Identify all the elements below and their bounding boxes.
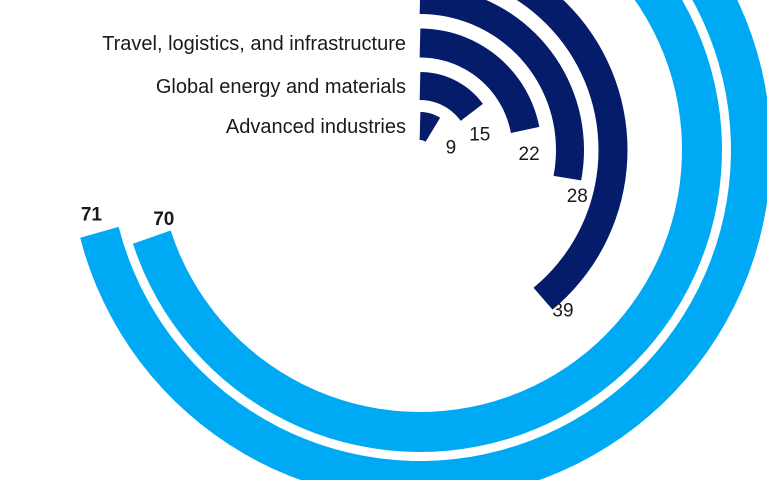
value-label-4: 28	[567, 186, 588, 207]
radial-bar-4	[419, 0, 585, 181]
radial-bar-2	[419, 72, 483, 121]
value-label-2: 15	[469, 124, 490, 145]
category-label-3: Travel, logistics, and infrastructure	[102, 33, 406, 55]
value-label-6: 70	[153, 209, 174, 230]
radial-bar-7	[80, 0, 767, 480]
radial-bar-5	[516, 0, 628, 310]
radial-bar-6	[132, 0, 722, 452]
category-label-1: Advanced industries	[226, 116, 406, 138]
radial-bar-1	[419, 112, 441, 142]
value-label-5: 39	[552, 301, 573, 322]
value-label-7: 71	[81, 204, 103, 225]
category-label-2: Global energy and materials	[156, 76, 406, 98]
value-label-3: 22	[519, 144, 540, 165]
radial-bar-3	[419, 28, 540, 133]
value-label-1: 9	[446, 138, 457, 159]
